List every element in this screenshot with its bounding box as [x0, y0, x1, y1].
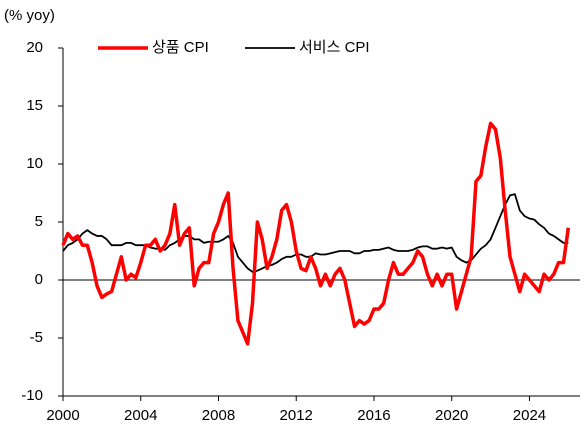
series-line: [61, 121, 571, 346]
x-tick-label: 2020: [435, 407, 468, 424]
y-tick-label: 15: [26, 97, 43, 114]
x-tick-label: 2000: [46, 407, 79, 424]
y-tick-label: 5: [35, 213, 43, 230]
axis-label: (% yoy): [4, 7, 55, 24]
series-line: [62, 193, 569, 273]
x-tick-label: 2012: [280, 407, 313, 424]
y-tick-label: -10: [21, 387, 43, 404]
x-tick-label: 2016: [357, 407, 390, 424]
x-tick-label: 2024: [513, 407, 546, 424]
x-tick-label: 2008: [202, 407, 235, 424]
legend-label: 서비스 CPI: [299, 39, 370, 56]
legend-label: 상품 CPI: [152, 39, 209, 56]
x-tick-label: 2004: [124, 407, 157, 424]
y-tick-label: 20: [26, 39, 43, 56]
y-tick-label: -5: [30, 329, 43, 346]
y-tick-label: 10: [26, 155, 43, 172]
y-tick-label: 0: [35, 271, 43, 288]
